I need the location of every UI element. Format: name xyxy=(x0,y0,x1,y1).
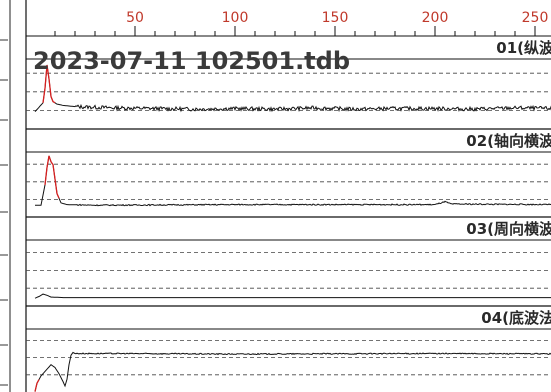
x-tick-label: 250 xyxy=(522,10,549,26)
waveform-trace xyxy=(34,293,551,299)
waveform-peak-trace xyxy=(42,64,56,104)
lane-label: 01(纵波 xyxy=(496,39,551,57)
waveform-peak-trace xyxy=(34,379,40,392)
x-axis-ticks: 50100150200250300350 xyxy=(54,10,549,36)
x-tick-label: 200 xyxy=(422,10,449,26)
lane-label: 03(周向横波 xyxy=(466,220,551,238)
grid-lines xyxy=(26,72,551,376)
x-tick-label: 150 xyxy=(322,10,349,26)
lane-label: 02(轴向横波 xyxy=(466,132,551,150)
x-tick-label: 50 xyxy=(126,10,144,26)
lane-label: 04(底波法 xyxy=(481,309,551,327)
waveform-peak-trace xyxy=(44,155,60,199)
x-tick-label: 100 xyxy=(222,10,249,26)
waveform-trace xyxy=(35,155,551,207)
left-ruler xyxy=(0,39,8,386)
waveform-trace xyxy=(34,351,551,392)
waveform-trace xyxy=(34,64,551,113)
lanes: 01(纵波 02(轴向横波 03(周向横波 04(底波法 xyxy=(26,39,551,392)
file-title: 2023-07-11 102501.tdb xyxy=(33,47,350,75)
